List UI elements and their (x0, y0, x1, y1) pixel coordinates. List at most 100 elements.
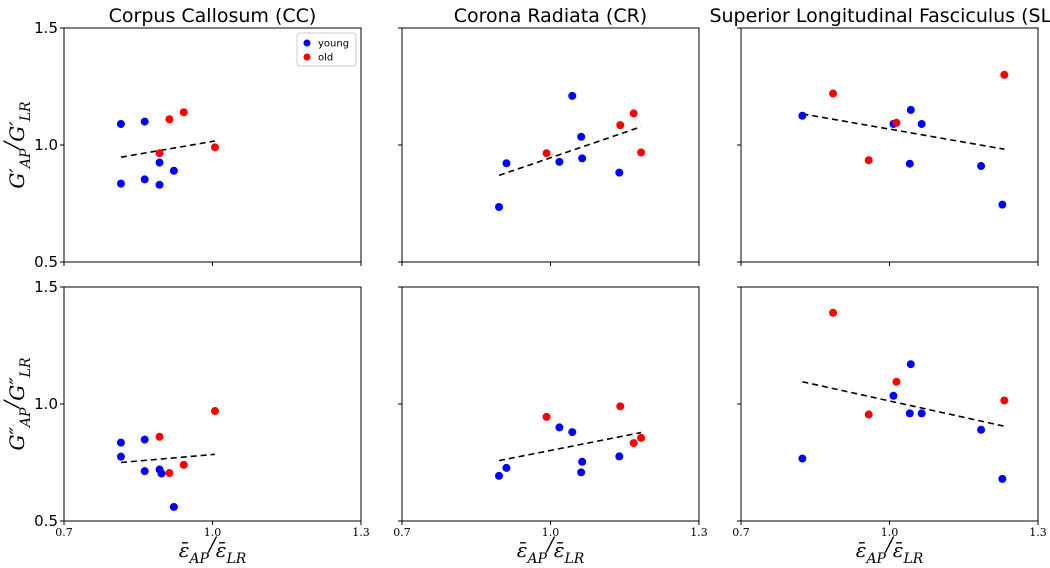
point-young (116, 452, 125, 461)
point-young (116, 179, 125, 188)
point-young (502, 463, 511, 472)
point-young (917, 119, 926, 128)
point-old (542, 412, 551, 421)
point-old (616, 121, 625, 130)
point-old (637, 148, 646, 157)
axes-frame (63, 286, 362, 522)
point-young (906, 360, 915, 369)
point-young (977, 162, 986, 171)
point-young (116, 119, 125, 128)
x-tick-label: 1.0 (204, 526, 222, 539)
point-old (179, 108, 188, 117)
regression-line (120, 453, 216, 464)
point-young (155, 180, 164, 189)
legend-label-old: old (318, 53, 333, 64)
point-old (542, 149, 551, 158)
regression-line (498, 431, 642, 462)
panel-title: Superior Longitudinal Fasciculus (SLF) (709, 5, 1050, 27)
x-axis-label: ε̄AP/ε̄LR (856, 532, 924, 567)
panel-1-2: 0.7 1.0 1.3 ε̄AP/ε̄LR (732, 286, 1047, 567)
point-young (555, 423, 564, 432)
point-young (577, 468, 586, 477)
y-tick-label: 1.5 (34, 278, 58, 296)
point-young (568, 91, 577, 100)
x-tick-label: 1.0 (542, 526, 560, 539)
y-tick-label: 0.5 (34, 253, 58, 271)
x-tick-label: 1.3 (690, 526, 708, 539)
point-young (889, 391, 898, 400)
legend-marker-old (303, 53, 311, 61)
point-old (1000, 70, 1009, 79)
point-old (864, 156, 873, 165)
legend: young old (296, 32, 357, 67)
point-young (905, 159, 914, 168)
point-young (169, 502, 178, 511)
panel-0-1: Corona Radiata (CR) (398, 5, 700, 266)
axes-frame (401, 27, 700, 263)
point-old (179, 460, 188, 469)
x-tick-label: 1.3 (352, 526, 370, 539)
point-young (555, 157, 564, 166)
y-axis-label: G′AP/G′LR (0, 101, 34, 189)
point-young (568, 428, 577, 437)
x-tick-label: 1.0 (881, 526, 899, 539)
x-tick-label: 0.7 (55, 526, 73, 539)
point-young (578, 457, 587, 466)
regression-line (498, 125, 642, 177)
panel-1-1: 0.7 1.0 1.3 ε̄AP/ε̄LR (393, 286, 708, 567)
point-old (155, 149, 164, 158)
point-young (140, 117, 149, 126)
point-old (864, 410, 873, 419)
point-young (495, 471, 504, 480)
panel-0-2: Superior Longitudinal Fasciculus (SLF) (709, 5, 1050, 266)
axes-frame (401, 286, 700, 522)
legend-marker-young (303, 39, 311, 47)
regression-line (802, 113, 1005, 151)
x-tick-label: 0.7 (732, 526, 750, 539)
panel-title: Corona Radiata (CR) (454, 5, 647, 27)
y-tick-label: 1.0 (34, 395, 58, 413)
point-young (577, 132, 586, 141)
panel-title: Corpus Callosum (CC) (109, 5, 317, 27)
point-young (169, 166, 178, 175)
point-young (615, 452, 624, 461)
regression-line (120, 140, 216, 158)
point-old (829, 308, 838, 317)
y-tick-label: 1.5 (34, 19, 58, 37)
point-old (155, 432, 164, 441)
axes-frame (740, 286, 1039, 522)
point-young (798, 454, 807, 463)
x-axis-label: ε̄AP/ε̄LR (517, 532, 585, 567)
point-old (210, 407, 219, 416)
y-axis-label: G″AP/G″LR (0, 357, 34, 450)
point-old (829, 89, 838, 98)
point-young (140, 175, 149, 184)
point-old (616, 402, 625, 411)
point-young (495, 203, 504, 212)
point-young (578, 154, 587, 163)
point-young (798, 111, 807, 120)
point-young (140, 435, 149, 444)
point-young (502, 159, 511, 168)
y-tick-label: 0.5 (34, 512, 58, 530)
point-old (629, 109, 638, 118)
regression-line (802, 380, 1005, 428)
x-tick-label: 0.7 (393, 526, 411, 539)
point-old (637, 433, 646, 442)
point-old (892, 377, 901, 386)
point-old (892, 118, 901, 127)
point-young (906, 105, 915, 114)
point-old (629, 439, 638, 448)
point-old (165, 469, 174, 478)
point-young (905, 409, 914, 418)
point-young (998, 200, 1007, 209)
point-young (977, 425, 986, 434)
axes-frame (740, 27, 1039, 263)
point-young (917, 409, 926, 418)
point-old (1000, 396, 1009, 405)
point-young (998, 474, 1007, 483)
x-tick-label: 1.3 (1029, 526, 1047, 539)
point-old (165, 115, 174, 124)
legend-box (296, 32, 357, 67)
